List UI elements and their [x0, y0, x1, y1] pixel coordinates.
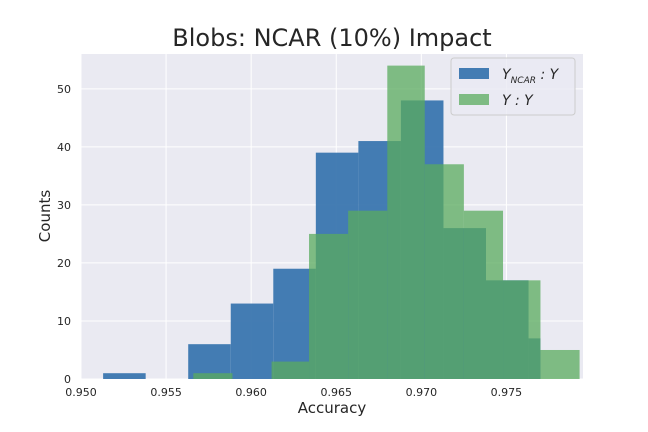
histogram-bar-series-1	[348, 210, 388, 379]
legend-swatch-series-1	[459, 94, 489, 105]
histogram-bar-series-1	[193, 373, 233, 379]
histogram-bar-series-1	[309, 233, 349, 379]
histogram-bar-series-0	[103, 373, 146, 379]
x-tick-label: 0.950	[65, 386, 97, 399]
chart-title: Blobs: NCAR (10%) Impact	[172, 24, 491, 52]
legend: YNCAR : Y Y : Y	[450, 57, 576, 116]
y-axis-label: Counts	[36, 190, 54, 243]
histogram-bar-series-0	[230, 303, 274, 379]
histogram-bar-series-1	[540, 349, 580, 379]
x-tick-label: 0.970	[406, 386, 438, 399]
y-tick-label: 40	[57, 141, 71, 154]
histogram-bar-series-0	[188, 344, 231, 379]
histogram-bars	[103, 65, 580, 379]
histogram-bar-series-1	[463, 210, 504, 379]
legend-label-series-0: YNCAR : Y	[502, 67, 560, 86]
histogram-bar-series-1	[503, 280, 541, 379]
legend-label-series-1: Y : Y	[502, 93, 534, 109]
y-tick-label: 20	[57, 257, 71, 270]
histogram-bar-series-1	[271, 361, 310, 379]
histogram-bar-series-0	[273, 268, 316, 379]
x-tick-label: 0.960	[235, 386, 267, 399]
y-tick-label: 0	[64, 373, 71, 386]
x-axis-label: Accuracy	[298, 399, 367, 417]
tick-labels: 0.950 0.955 0.960 0.965 0.970 0.975 0 10 20 30 40 5…	[57, 83, 522, 399]
histogram-bar-series-1	[424, 164, 464, 379]
y-tick-label: 10	[57, 315, 71, 328]
y-tick-label: 30	[57, 199, 71, 212]
legend-swatch-series-0	[459, 68, 489, 79]
x-tick-label: 0.955	[150, 386, 182, 399]
x-tick-label: 0.975	[491, 386, 523, 399]
histogram-bar-series-1	[387, 65, 425, 379]
x-tick-label: 0.965	[321, 386, 353, 399]
y-tick-label: 50	[57, 83, 71, 96]
